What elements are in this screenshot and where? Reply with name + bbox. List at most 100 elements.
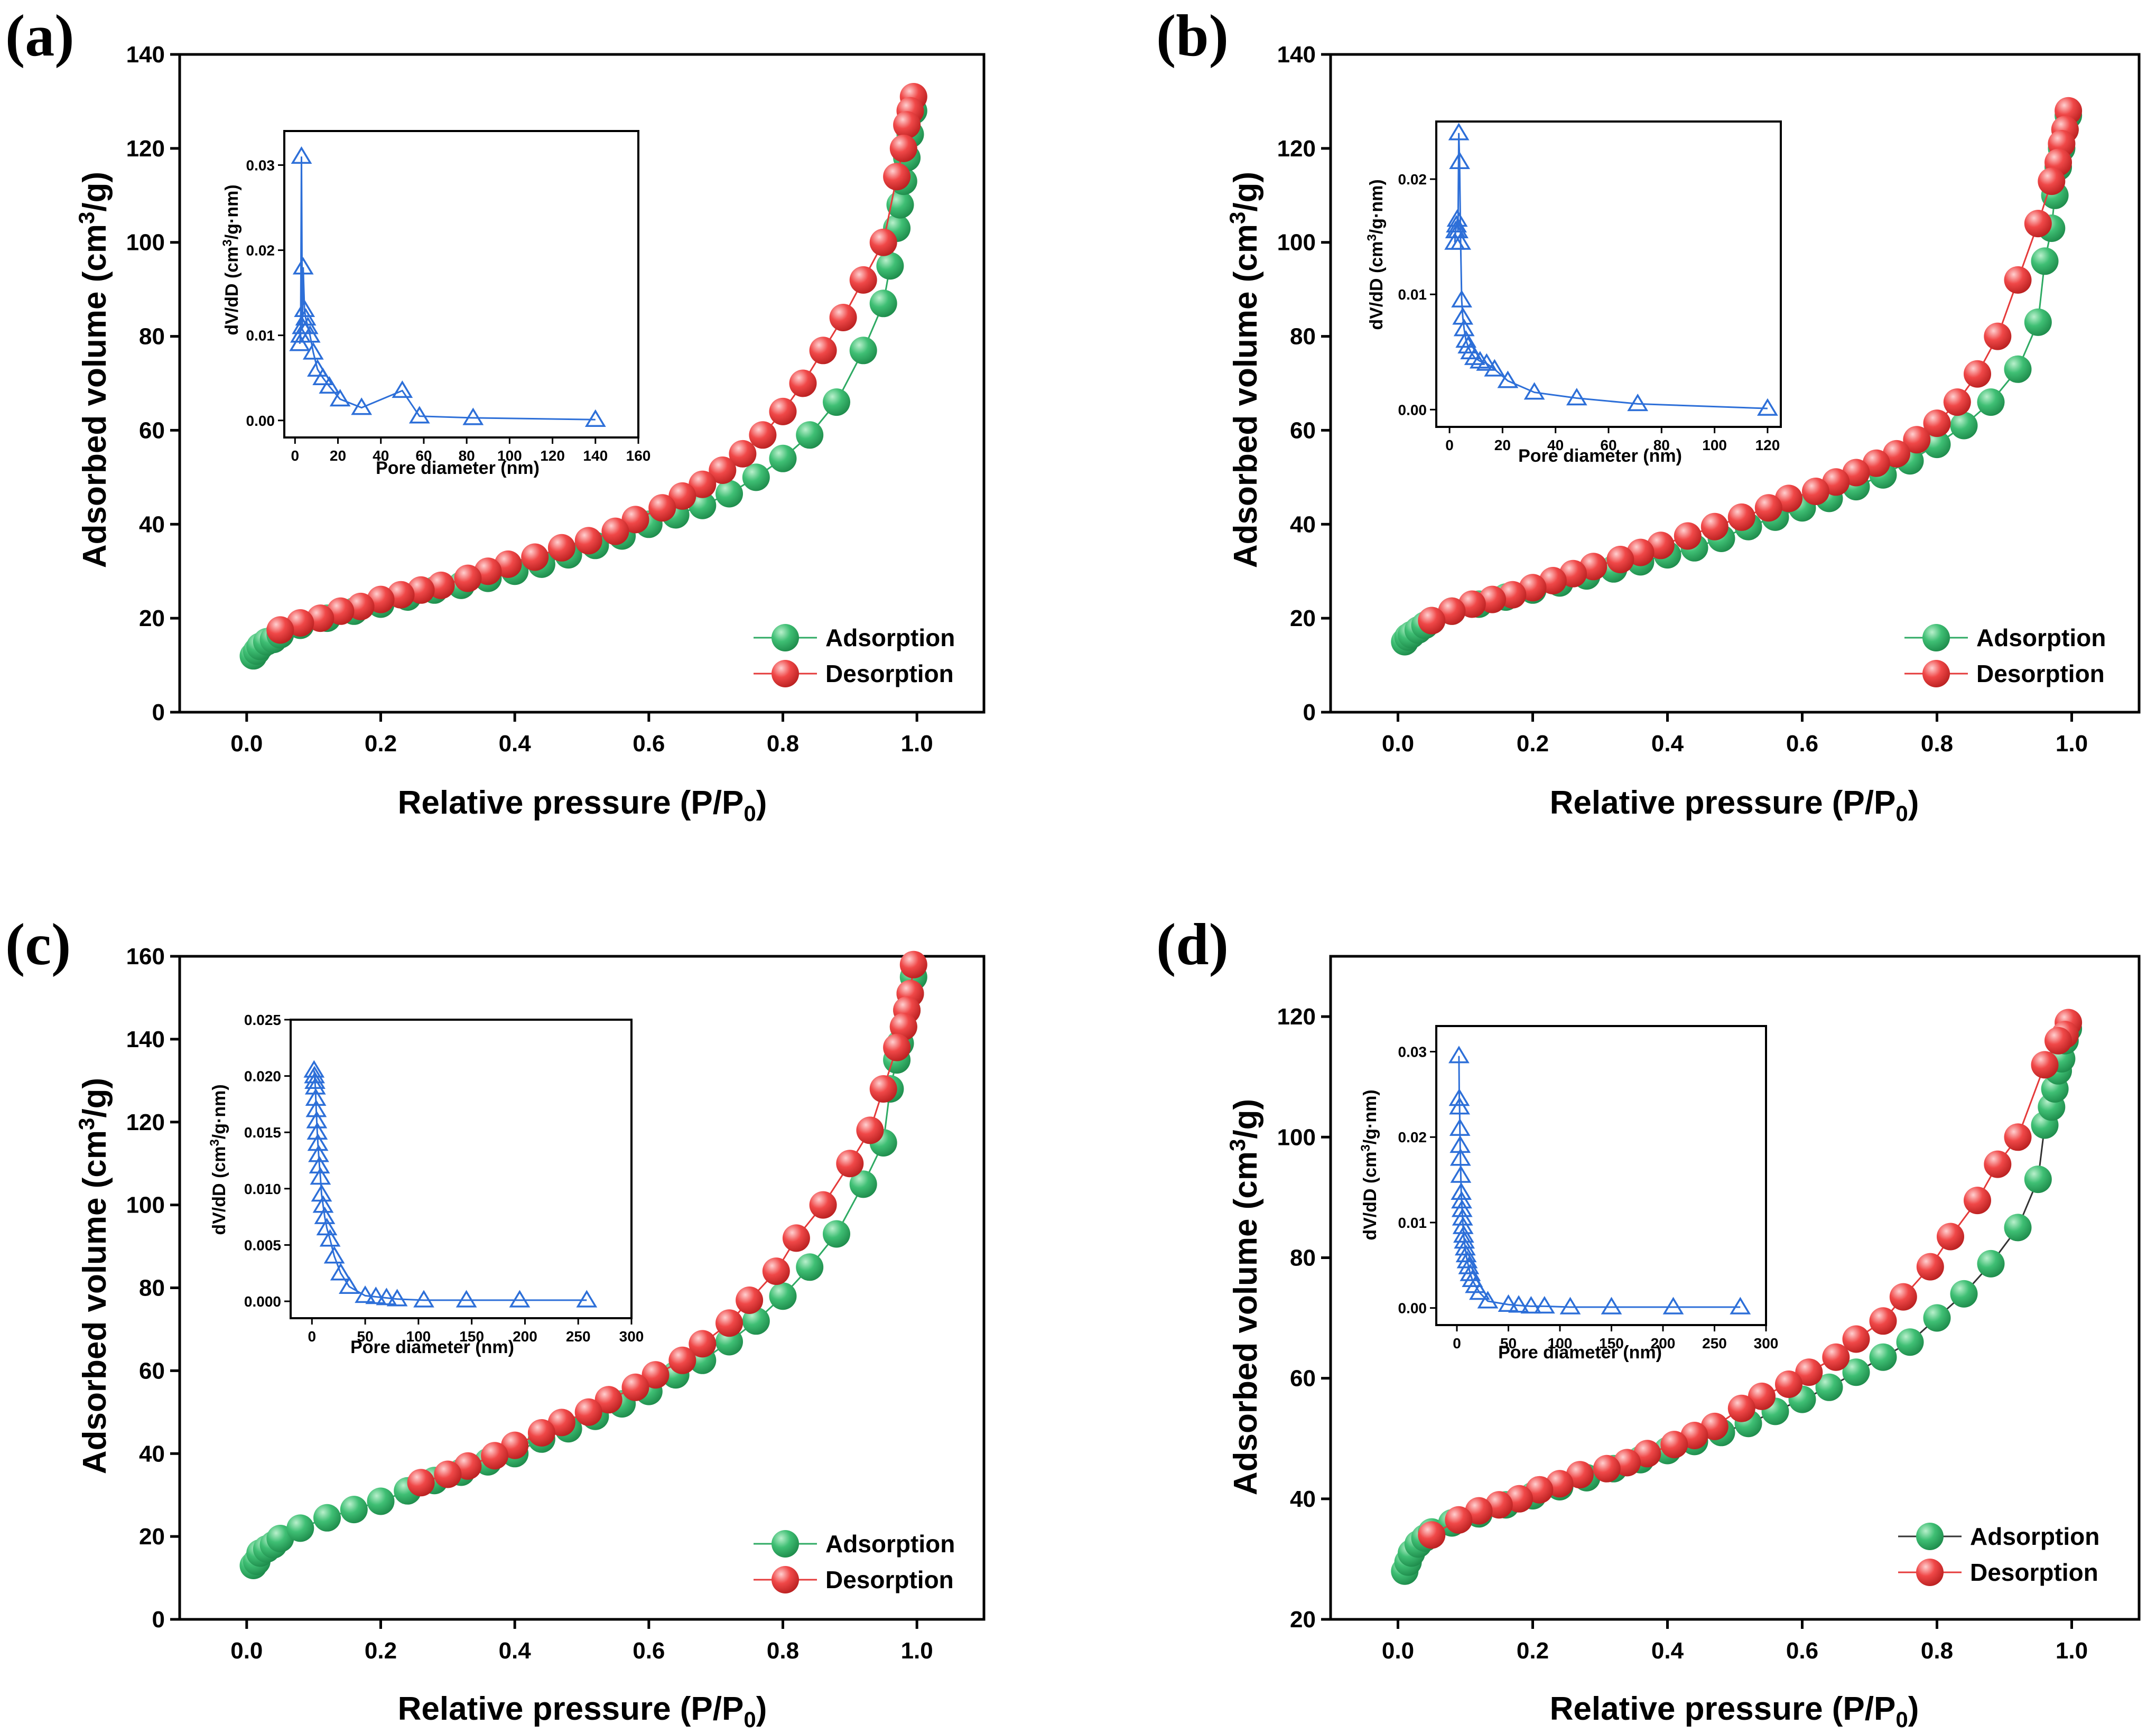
inset-y-tick-label: 0.02 bbox=[246, 243, 275, 259]
data-point-adsorption bbox=[1977, 1250, 2005, 1278]
inset-data-point bbox=[1448, 1046, 1470, 1064]
legend-label-adsorption: Adsorption bbox=[1970, 1523, 2099, 1550]
data-point-desorption bbox=[527, 1419, 555, 1447]
data-point-desorption bbox=[1889, 1283, 1917, 1311]
inset-data-point bbox=[576, 1290, 598, 1308]
y-tick-label: 100 bbox=[126, 1192, 165, 1218]
data-point-adsorption bbox=[1815, 1373, 1843, 1401]
data-point-desorption bbox=[574, 1398, 602, 1426]
inset-y-axis-title-end: /g·nm) bbox=[1367, 179, 1387, 234]
y-tick-label: 100 bbox=[1277, 1124, 1316, 1150]
data-point-adsorption bbox=[1923, 1304, 1951, 1332]
x-tick-label: 1.0 bbox=[901, 731, 933, 757]
y-axis-title-end: /g) bbox=[1228, 172, 1264, 212]
legend-label-desorption: Desorption bbox=[825, 1566, 954, 1593]
data-point-desorption bbox=[1842, 1325, 1870, 1353]
inset-x-tick-label: 0 bbox=[291, 448, 300, 464]
inset-plot: 0 50 100 150 200 250 300 0.000 0.005 0.010 0.015 0.… bbox=[244, 1012, 644, 1345]
inset-y-axis-title-sup: 3 bbox=[1359, 1144, 1373, 1151]
legend-label-desorption: Desorption bbox=[825, 660, 954, 687]
data-point-desorption bbox=[2031, 1051, 2059, 1079]
data-point-desorption bbox=[2045, 1027, 2072, 1055]
panel-a: (a) 0.0 0.2 0.4 0.6 0.8 1.0 0 20 40 60 80 100 120 140… bbox=[5, 3, 986, 826]
y-axis-title: Adsorbed volume (cm3/g) bbox=[1225, 172, 1264, 568]
y-tick-label: 60 bbox=[139, 417, 165, 443]
inset-data-point bbox=[1456, 1251, 1478, 1269]
inset-y-tick-label: 0.03 bbox=[246, 157, 275, 173]
x-tick-label: 0.8 bbox=[1921, 1638, 1953, 1664]
data-point-adsorption bbox=[823, 1220, 850, 1248]
data-point-adsorption bbox=[886, 191, 914, 219]
inset-data-point bbox=[303, 1060, 325, 1078]
y-tick-label: 100 bbox=[1277, 230, 1316, 256]
inset-y-tick-label: 0.01 bbox=[1398, 1215, 1427, 1231]
inset-y-axis-title-sup: 3 bbox=[208, 1139, 222, 1146]
inset-plot: 0 20 40 60 80 100 120 0.00 0.01 0.02 bbox=[1398, 120, 1782, 453]
inset-data-point bbox=[1469, 1282, 1490, 1300]
inset-data-point bbox=[304, 1077, 326, 1095]
inset-y-tick-label: 0.00 bbox=[1398, 402, 1427, 418]
inset-x-tick-label: 50 bbox=[357, 1328, 374, 1345]
inset-frame bbox=[1435, 1025, 1767, 1326]
data-point-desorption bbox=[1916, 1253, 1944, 1281]
x-axis-title: Relative pressure (P/P0) bbox=[1550, 785, 1919, 826]
inset-x-tick-label: 150 bbox=[1599, 1335, 1624, 1351]
inset-data-point bbox=[1484, 359, 1506, 377]
y-tick-label: 100 bbox=[126, 230, 165, 256]
inset-x-tick-label: 100 bbox=[1702, 437, 1727, 453]
inset-data-point bbox=[1446, 209, 1468, 227]
x-tick-label: 0.4 bbox=[499, 731, 532, 757]
data-point-desorption bbox=[829, 304, 857, 331]
inset-x-tick-label: 20 bbox=[1494, 437, 1511, 453]
inset-y-tick-label: 0.015 bbox=[244, 1124, 281, 1141]
inset-x-tick-label: 300 bbox=[1754, 1335, 1779, 1351]
inset-y-tick-label: 0.005 bbox=[244, 1237, 281, 1253]
y-tick-label: 80 bbox=[139, 324, 165, 350]
inset-x-tick-label: 60 bbox=[1600, 437, 1616, 453]
legend-marker-adsorption bbox=[1922, 624, 1950, 651]
data-point-desorption bbox=[1964, 360, 1991, 388]
inset-data-point bbox=[1523, 382, 1545, 400]
x-tick-label: 0.4 bbox=[499, 1638, 532, 1664]
main-plot: 0.0 0.2 0.4 0.6 0.8 1.0 20 40 60 80 100 120 bbox=[1277, 955, 2141, 1664]
inset-data-point bbox=[509, 1290, 531, 1308]
inset-data-point bbox=[291, 146, 312, 164]
x-tick-label: 1.0 bbox=[2056, 1638, 2088, 1664]
data-point-desorption bbox=[849, 266, 877, 294]
data-point-desorption bbox=[869, 228, 897, 256]
data-point-adsorption bbox=[742, 1307, 770, 1335]
data-point-desorption bbox=[1903, 426, 1931, 454]
inset-y-axis-title: dV/dD (cm3/g·nm) bbox=[1359, 1089, 1380, 1240]
inset-data-point bbox=[312, 367, 333, 385]
data-point-desorption bbox=[1943, 388, 1971, 416]
inset-data-point bbox=[1627, 393, 1649, 412]
inset-data-point bbox=[330, 1263, 351, 1281]
x-tick-label: 0.0 bbox=[230, 1638, 263, 1664]
inset-x-tick-label: 100 bbox=[497, 448, 522, 464]
inset-data-point bbox=[1476, 353, 1498, 371]
inset-x-tick-label: 300 bbox=[619, 1328, 644, 1345]
data-point-desorption bbox=[1418, 607, 1446, 635]
inset-y-tick-label: 0.00 bbox=[246, 413, 275, 429]
legend: Adsorption Desorption bbox=[754, 624, 955, 687]
y-tick-label: 0 bbox=[1303, 700, 1316, 725]
data-point-adsorption bbox=[367, 1487, 395, 1515]
data-point-adsorption bbox=[715, 480, 743, 508]
x-axis-title-end: ) bbox=[1908, 785, 1919, 821]
x-tick-label: 0.8 bbox=[1921, 731, 1953, 757]
x-tick-label: 0.0 bbox=[1382, 1638, 1414, 1664]
inset-data-point bbox=[316, 1217, 338, 1236]
data-point-adsorption bbox=[769, 1282, 797, 1310]
x-axis-title-end: ) bbox=[756, 1691, 767, 1727]
inset-x-axis-title: Pore diameter (nm) bbox=[1518, 446, 1682, 466]
data-point-adsorption bbox=[1869, 1343, 1897, 1371]
inset-data-point bbox=[584, 409, 606, 427]
inset-data-point bbox=[392, 380, 413, 398]
y-tick-label: 20 bbox=[1290, 1607, 1316, 1633]
data-point-adsorption bbox=[1977, 388, 2005, 416]
inset-data-point bbox=[319, 1229, 341, 1247]
y-axis-title: Adsorbed volume (cm3/g) bbox=[1225, 1099, 1264, 1495]
x-axis-title-sub: 0 bbox=[744, 801, 756, 826]
inset-x-tick-label: 150 bbox=[459, 1328, 484, 1345]
inset-data-point bbox=[1450, 1165, 1472, 1183]
